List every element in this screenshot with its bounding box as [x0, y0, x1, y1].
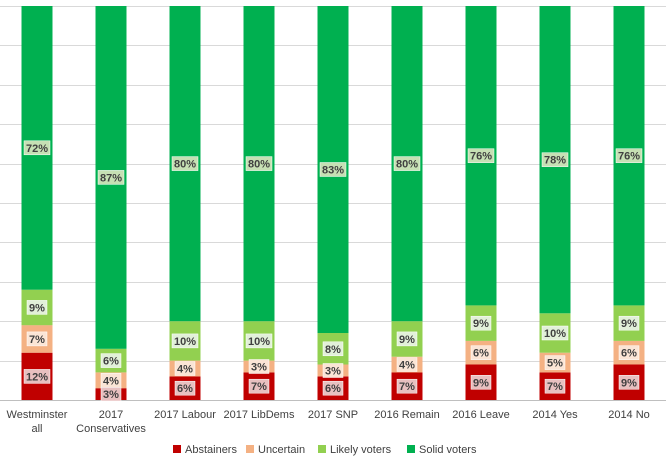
- x-tick-label: Westminster: [7, 409, 68, 421]
- data-labels: 12% 7% 9% 72% 3% 4% 6% 87% 6% 4% 10% 80% 7% 3% 10% 80% 6…: [23, 140, 643, 402]
- data-label-background: [396, 331, 418, 347]
- data-label-background: [248, 359, 270, 374]
- legend-swatch-abstainers: [173, 445, 181, 453]
- data-label: 9%: [473, 377, 489, 389]
- data-label: 6%: [177, 383, 193, 395]
- data-label: 83%: [322, 165, 344, 177]
- data-label-background: [544, 355, 566, 370]
- x-tick-label: 2014 Yes: [532, 409, 578, 421]
- data-label-background: [396, 357, 418, 372]
- data-label-background: [615, 148, 643, 163]
- data-label-background: [618, 375, 640, 390]
- bars: [21, 6, 645, 400]
- legend-label: Abstainers: [185, 444, 237, 456]
- data-label: 9%: [473, 318, 489, 330]
- data-label: 6%: [103, 356, 119, 368]
- data-label-background: [470, 345, 492, 360]
- data-label: 6%: [325, 383, 341, 395]
- data-label: 7%: [251, 381, 267, 393]
- data-label-background: [618, 345, 640, 360]
- data-label: 76%: [618, 151, 640, 163]
- x-tick-label: 2014 No: [608, 409, 650, 421]
- data-label: 72%: [26, 143, 48, 155]
- data-label: 80%: [396, 159, 418, 171]
- data-label-background: [319, 162, 347, 177]
- data-label-background: [26, 331, 48, 347]
- x-tick-label: 2016 Leave: [452, 409, 510, 421]
- data-label-background: [100, 353, 122, 368]
- legend: Abstainers Uncertain Likely voters Solid vo…: [173, 444, 477, 456]
- data-label-background: [322, 363, 344, 378]
- data-label-background: [393, 156, 421, 171]
- data-label: 7%: [399, 381, 415, 393]
- data-label: 10%: [174, 336, 196, 348]
- data-label-background: [245, 156, 273, 171]
- data-label-background: [322, 341, 344, 357]
- data-label: 80%: [174, 159, 196, 171]
- data-label-background: [174, 361, 196, 376]
- data-label: 78%: [544, 155, 566, 167]
- data-label-background: [171, 156, 199, 171]
- x-tick-label: 2016 Remain: [374, 409, 439, 421]
- legend-label: Solid voters: [419, 444, 477, 456]
- data-label-background: [544, 378, 566, 394]
- legend-label: Likely voters: [330, 444, 392, 456]
- data-label: 76%: [470, 151, 492, 163]
- x-tick-label: 2017 Labour: [154, 409, 216, 421]
- data-label: 7%: [547, 381, 563, 393]
- data-label-background: [618, 315, 640, 331]
- data-label-background: [26, 300, 48, 315]
- data-label: 5%: [547, 358, 563, 370]
- x-axis-tick-labels: Westminster all 2017 Conservatives 2017 Labo…: [7, 409, 650, 435]
- data-label-background: [541, 325, 569, 341]
- data-label-background: [396, 378, 418, 394]
- data-label: 9%: [621, 377, 637, 389]
- legend-swatch-solid-voters: [407, 445, 415, 453]
- data-label: 10%: [544, 328, 566, 340]
- data-label: 8%: [325, 344, 341, 356]
- data-label: 4%: [177, 364, 193, 376]
- data-label: 7%: [29, 334, 45, 346]
- legend-label: Uncertain: [258, 444, 305, 456]
- data-label: 12%: [26, 371, 48, 383]
- data-label: 9%: [29, 302, 45, 314]
- x-tick-label: Conservatives: [76, 423, 146, 435]
- data-label-background: [171, 333, 199, 349]
- data-label: 80%: [248, 159, 270, 171]
- data-label: 4%: [103, 375, 119, 387]
- data-label: 87%: [100, 172, 122, 184]
- x-tick-label: all: [31, 423, 42, 435]
- data-label-background: [23, 369, 51, 384]
- data-label: 10%: [248, 336, 270, 348]
- data-label: 6%: [473, 348, 489, 360]
- data-label: 9%: [399, 334, 415, 346]
- x-tick-label: 2017: [99, 409, 123, 421]
- data-label: 9%: [621, 318, 637, 330]
- data-label: 6%: [621, 348, 637, 360]
- data-label-background: [23, 140, 51, 156]
- data-label-background: [470, 315, 492, 331]
- data-label-background: [470, 375, 492, 390]
- data-label: 3%: [251, 362, 267, 374]
- data-label-background: [100, 373, 122, 388]
- data-label-background: [174, 380, 196, 396]
- data-label-background: [245, 333, 273, 349]
- data-label-background: [467, 148, 495, 163]
- data-label-background: [97, 170, 125, 185]
- data-label: 3%: [103, 389, 119, 401]
- data-label: 3%: [325, 366, 341, 378]
- data-label-background: [322, 380, 344, 396]
- data-label: 4%: [399, 360, 415, 372]
- data-label-background: [248, 378, 270, 394]
- x-tick-label: 2017 LibDems: [224, 409, 295, 421]
- x-tick-label: 2017 SNP: [308, 409, 358, 421]
- legend-swatch-likely-voters: [318, 445, 326, 453]
- data-label-background: [541, 152, 569, 167]
- legend-swatch-uncertain: [246, 445, 254, 453]
